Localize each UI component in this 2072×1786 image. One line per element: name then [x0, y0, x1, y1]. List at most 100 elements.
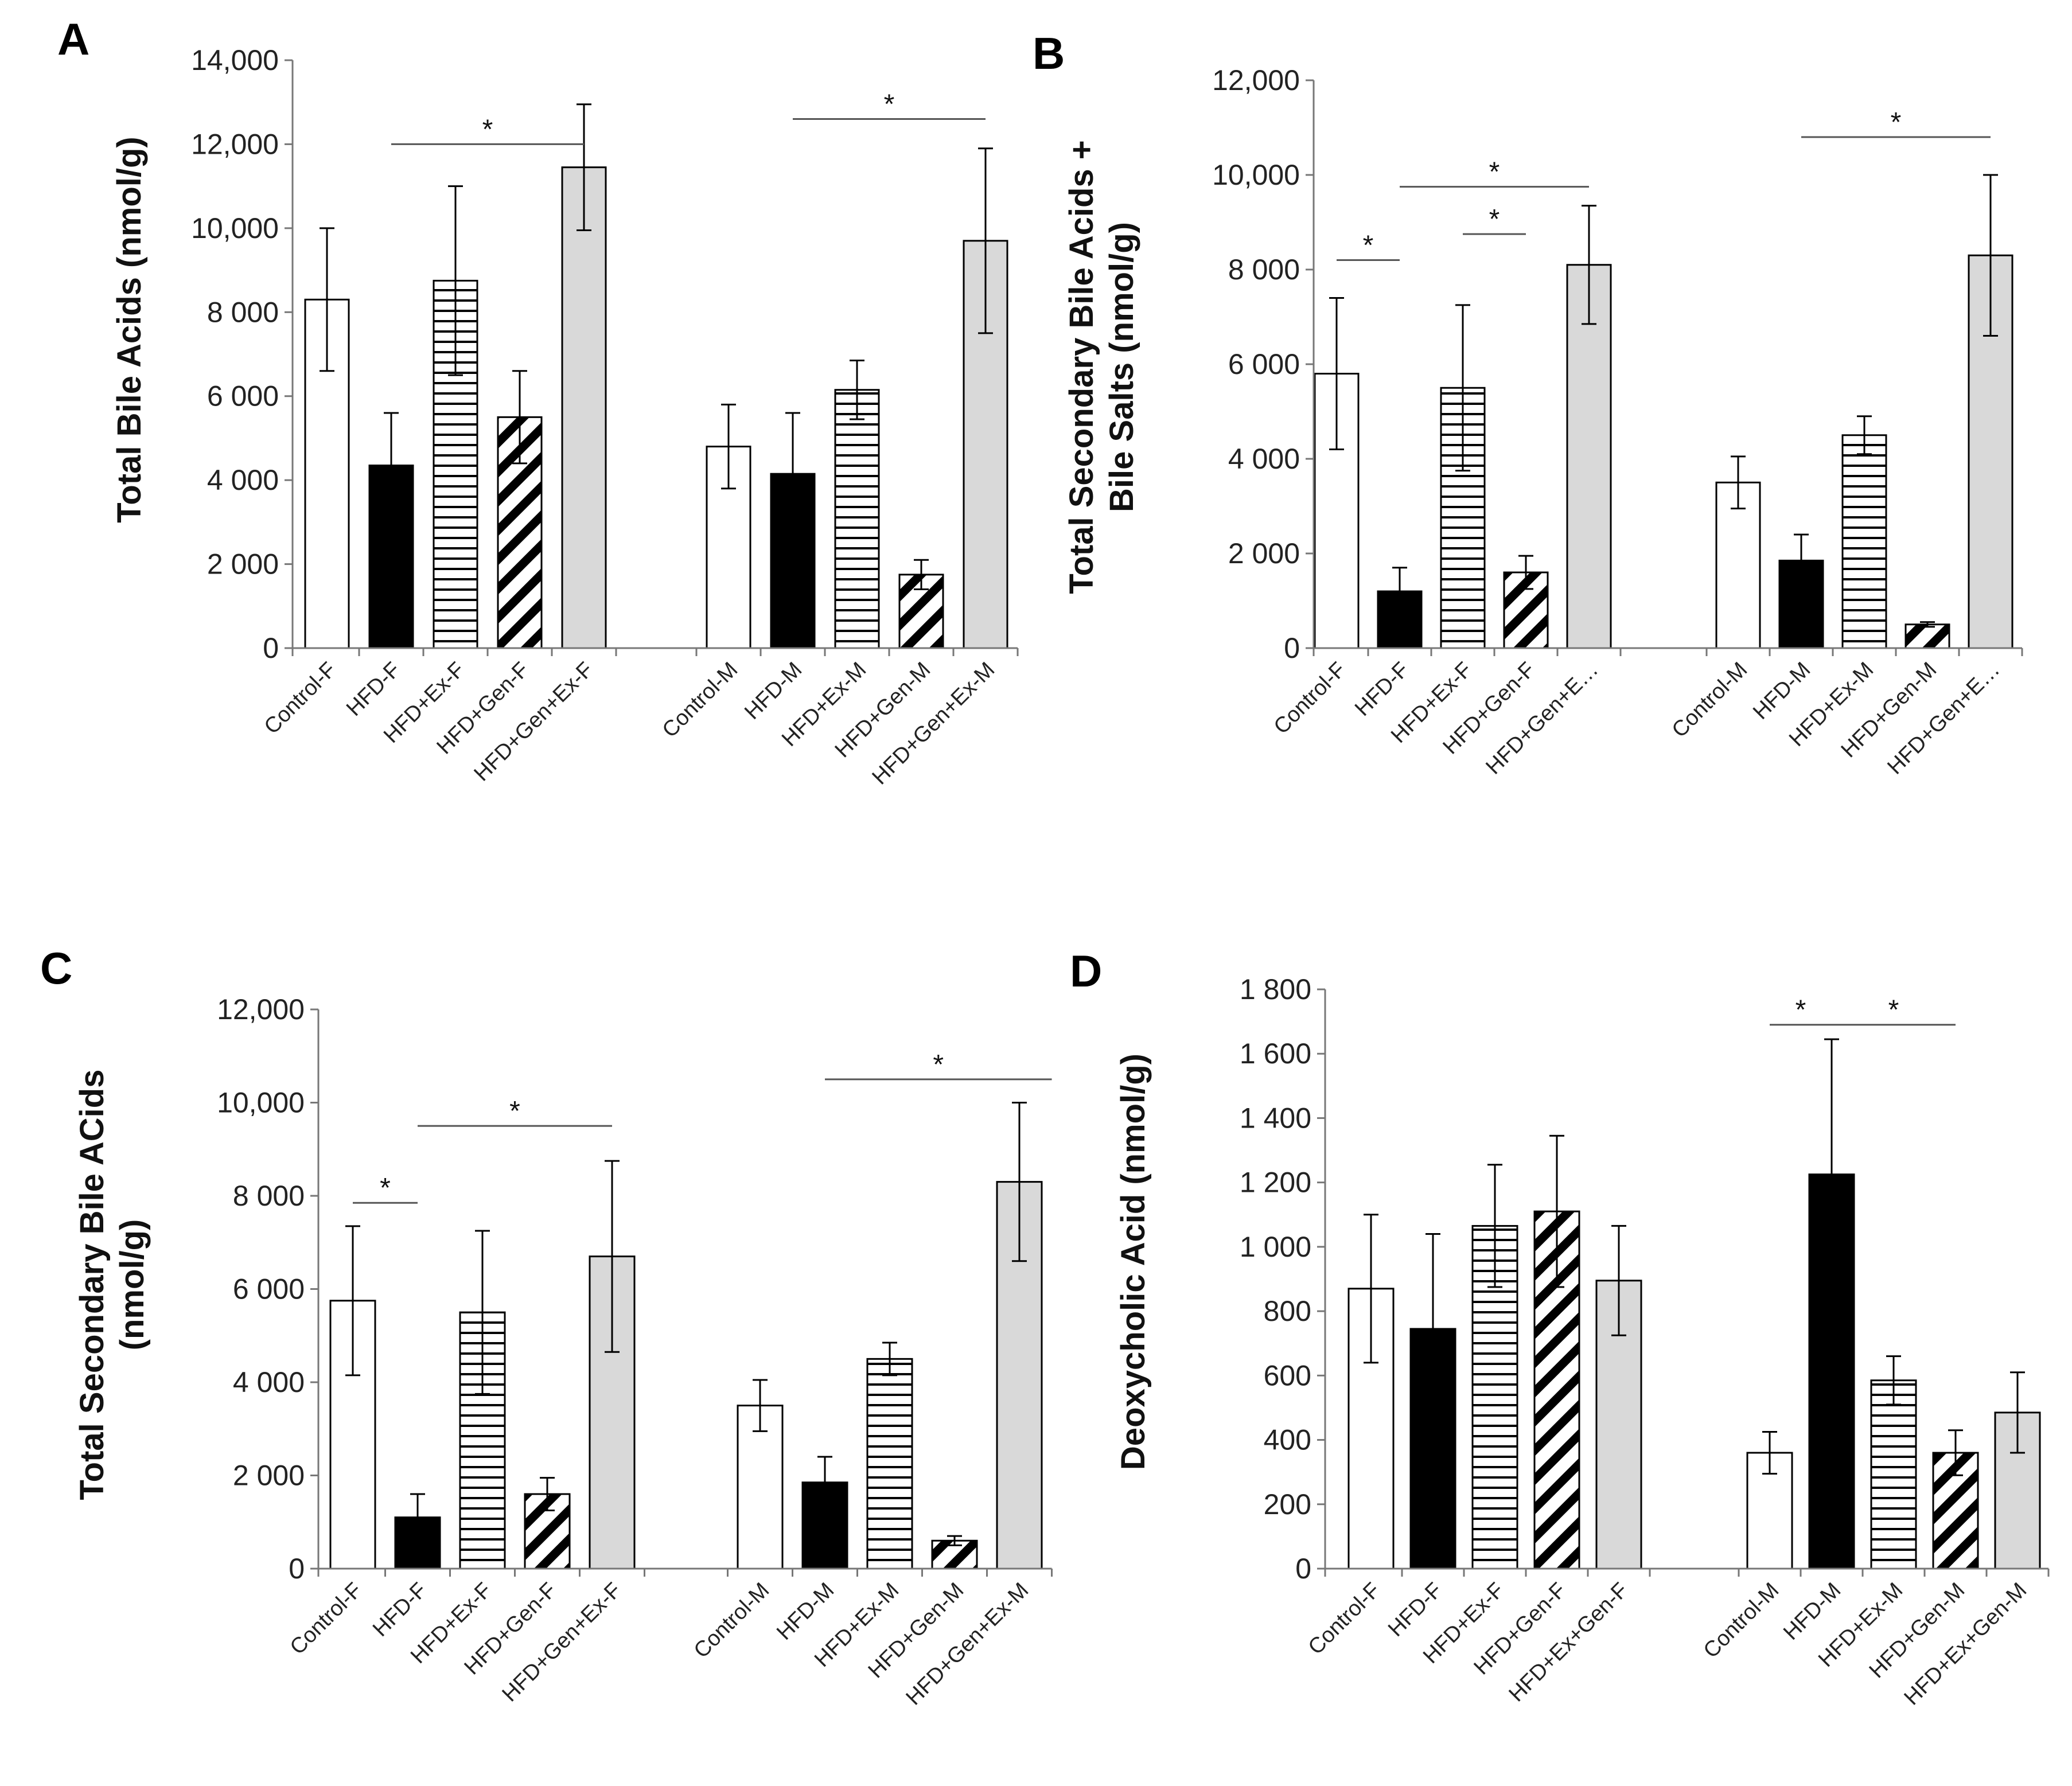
panel-c-error-bar: [882, 1342, 897, 1376]
panel-a-error-bar: [577, 103, 591, 232]
panel-b-y-axis-label-line-2: Bile Salts (nmol/g): [1103, 222, 1140, 512]
panel-d-error-bar: [1824, 1038, 1839, 1311]
panel-a-y-tick-label: 0: [263, 632, 279, 664]
panel-c-error-bar: [410, 1493, 425, 1542]
panel-a-error-bar: [721, 403, 736, 490]
panel-b-error-bar: [1794, 533, 1809, 588]
panel-c-bar: [866, 1358, 913, 1570]
panel-d-y-tick-label: 200: [1264, 1488, 1311, 1520]
panel-d-y-axis-label: Deoxycholic Acid (nmol/g): [1115, 1054, 1152, 1470]
panel-b-y-tick-label: 6 000: [1228, 348, 1300, 380]
panel-a-y-tick-label: 12,000: [191, 128, 279, 160]
panel-d-error-bar: [1487, 1164, 1502, 1288]
panel-a-category-label: Control-F: [260, 658, 341, 739]
panel-a-significance-star: *: [482, 114, 493, 145]
panel-c-chart: C 0 2 000 4 000 6 000 8 000 10,000 12,000 Contr…: [40, 943, 1053, 1710]
panel-b-bars: [1314, 174, 2013, 649]
panel-a-bar: [834, 389, 880, 649]
panel-a-y-tick-label: 4 000: [207, 464, 279, 496]
panel-d-y-tick-label: 400: [1264, 1424, 1311, 1456]
panel-c-error-bar: [605, 1160, 620, 1353]
panel-b-error-bar: [1983, 174, 1998, 337]
panel-d-error-bar: [1762, 1431, 1777, 1475]
panel-c-y-tick-label: 0: [289, 1553, 305, 1585]
panel-c-significance: * * *: [353, 1050, 1052, 1204]
panel-b-chart: B 0 2 000 4 000 6 000 8 000 10,000 12,000 Contr…: [1033, 28, 2023, 779]
panel-b-y-tick-label: 4 000: [1228, 443, 1300, 475]
panel-a-error-bar: [850, 359, 864, 420]
panel-b-category-label: HFD-F: [1350, 658, 1413, 721]
panel-a-error-bar: [320, 227, 334, 372]
panel-c-significance-star: *: [933, 1050, 944, 1080]
panel-d-error-bar: [1886, 1355, 1901, 1406]
panel-c-y-tick-label: 8 000: [233, 1180, 305, 1212]
panel-d-bars: [1347, 1038, 2041, 1570]
panel-a-chart: A 0 2 000 4 000 6 000 8 000 10,000 12,000 14,00…: [57, 14, 1019, 790]
panel-b-error-bar: [1518, 555, 1533, 590]
panel-d-category-label: Control-F: [1304, 1578, 1385, 1660]
panel-c-y-tick-label: 2 000: [233, 1460, 305, 1492]
panel-c-error-bar: [540, 1477, 555, 1511]
panel-c-error-bar: [345, 1225, 360, 1376]
panel-a-y-tick-label: 8 000: [207, 296, 279, 328]
panel-c-y-tick-label: 12,000: [217, 993, 305, 1025]
panel-c-category-label: HFD+Gen+Ex-F: [498, 1578, 626, 1707]
panel-a-category-label: HFD+Gen+Ex-M: [868, 658, 1000, 790]
panel-a-error-bar: [512, 370, 527, 465]
panel-d-y-tick-label: 1 000: [1240, 1231, 1311, 1263]
panel-b-letter: B: [1033, 28, 1065, 79]
panel-b-bar: [1904, 623, 1950, 649]
panel-a-category-label: HFD+Gen+Ex-F: [470, 658, 598, 786]
panel-c-category-label: HFD-F: [368, 1578, 431, 1641]
panel-c-bars: [329, 1102, 1043, 1570]
panel-d-error-bar: [1611, 1225, 1626, 1336]
panel-c-error-bar: [753, 1379, 768, 1432]
panel-b-y-tick-label: 8 000: [1228, 254, 1300, 286]
panel-c-category-label: HFD+Gen+Ex-M: [902, 1578, 1034, 1710]
panel-c-category-label: HFD-M: [772, 1578, 839, 1645]
panel-b-error-bar: [1920, 621, 1935, 628]
panel-c-significance-star: *: [509, 1096, 520, 1126]
panel-a-bar: [561, 166, 607, 649]
panel-b-error-bar: [1329, 297, 1344, 450]
panel-a-significance: **: [391, 89, 986, 145]
panel-d-y-tick-label: 1 400: [1240, 1102, 1311, 1134]
panel-b-y-tick-label: 0: [1284, 632, 1300, 664]
panel-a-error-bar: [785, 412, 800, 536]
panel-d-y-tick-label: 800: [1264, 1295, 1311, 1327]
panel-b-category-label: Control-F: [1269, 658, 1351, 739]
panel-c-error-bar: [475, 1230, 490, 1395]
panel-a-error-bar: [384, 412, 399, 519]
panel-c-y-tick-label: 10,000: [217, 1087, 305, 1119]
panel-d-error-bar: [1364, 1214, 1378, 1364]
panel-c-y-tick-label: 4 000: [233, 1366, 305, 1398]
panel-b-y-axis-label-line-1: Total Secondary Bile Acids +: [1063, 140, 1100, 594]
panel-d-y-tick-label: 1 200: [1240, 1167, 1311, 1199]
panel-d-significance: * *: [1770, 995, 1956, 1026]
panel-b-error-bar: [1731, 455, 1746, 510]
panel-b-error-bar: [1392, 567, 1407, 616]
panel-b-bar: [1841, 434, 1887, 649]
panel-a-y-tick-label: 6 000: [207, 380, 279, 412]
panel-b-y-tick-label: 2 000: [1228, 537, 1300, 570]
panel-b-significance-star: *: [1489, 157, 1500, 188]
panel-d-y-tick-label: 1 600: [1240, 1038, 1311, 1070]
panel-a-error-bar: [978, 147, 993, 334]
panel-a-y-axis-label: Total Bile Acids (nmol/g): [111, 137, 148, 522]
panel-a-letter: A: [57, 14, 89, 64]
panel-c-significance-star: *: [380, 1173, 391, 1203]
panel-c-y-axis-label-line-2: (nmol/g): [114, 1219, 151, 1351]
panel-b-bar: [1566, 264, 1612, 649]
panel-d-significance-star: *: [1796, 995, 1806, 1025]
panel-d-significance-star: *: [1888, 995, 1899, 1025]
panel-b-error-bar: [1582, 205, 1596, 325]
panel-b-y-tick-label: 10,000: [1212, 159, 1300, 191]
panel-c-y-tick-label: 6 000: [233, 1273, 305, 1305]
panel-b-category-label: Control-M: [1668, 658, 1752, 743]
panel-d-y-tick-label: 600: [1264, 1359, 1311, 1391]
panel-b-significance: * * * *: [1337, 107, 1991, 261]
panel-a-category-label: Control-M: [658, 658, 743, 743]
panel-b-significance-star: *: [1363, 231, 1374, 261]
panel-c-letter: C: [40, 943, 72, 993]
